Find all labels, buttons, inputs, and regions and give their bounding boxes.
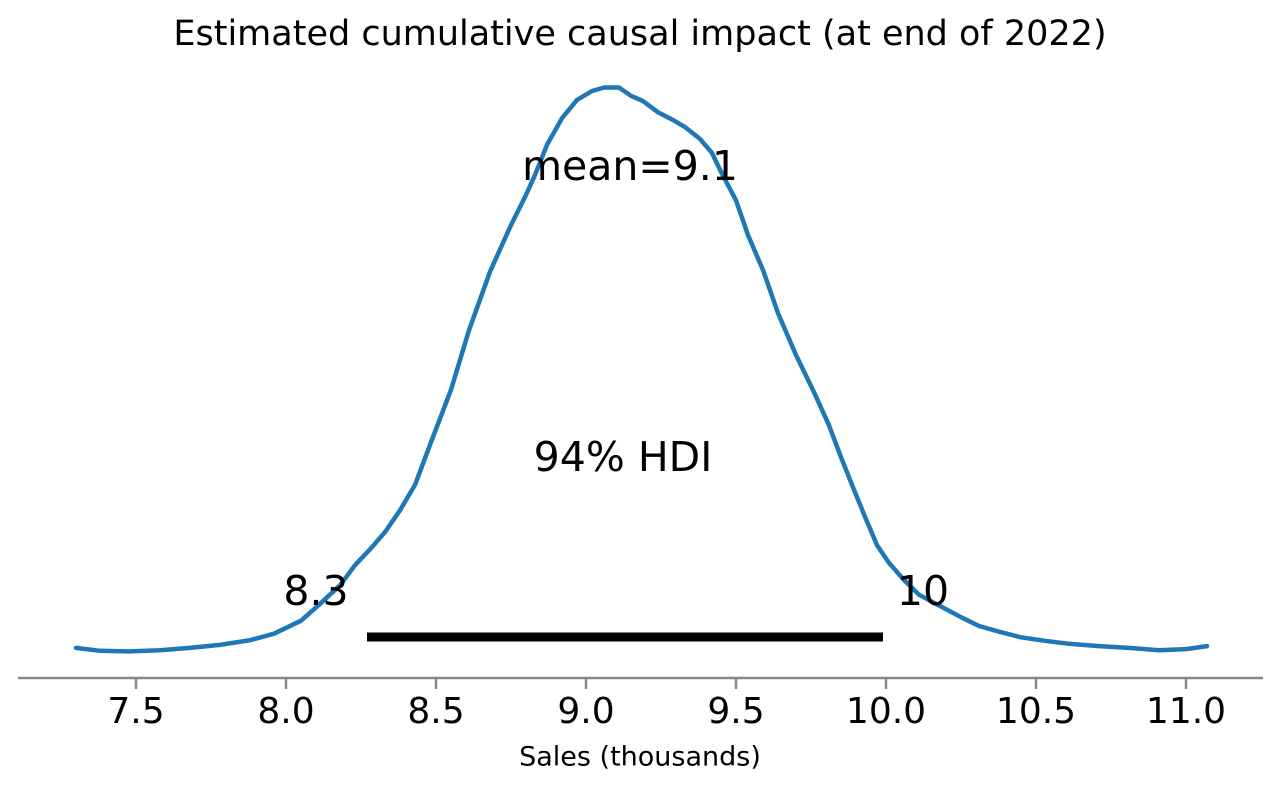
- x-tick-label: 10.5: [995, 691, 1077, 732]
- density-curve: [73, 85, 1210, 654]
- x-tick-label: 9.5: [707, 691, 765, 732]
- x-tick-label: 8.0: [257, 691, 315, 732]
- x-tick-label: 7.5: [107, 691, 165, 732]
- hdi-annotation: 94% HDI: [533, 433, 713, 481]
- x-tick-label: 10.0: [845, 691, 927, 732]
- x-tick-label: 9.0: [557, 691, 615, 732]
- x-tick-label: 8.5: [407, 691, 465, 732]
- chart-title: Estimated cumulative causal impact (at e…: [173, 14, 1107, 54]
- x-axis-label: Sales (thousands): [519, 741, 761, 773]
- hdi-lower-bound-label: 8.3: [283, 567, 349, 615]
- x-tick-label: 11.0: [1145, 691, 1227, 732]
- hdi-upper-bound-label: 10: [896, 567, 950, 615]
- mean-annotation: mean=9.1: [522, 142, 738, 190]
